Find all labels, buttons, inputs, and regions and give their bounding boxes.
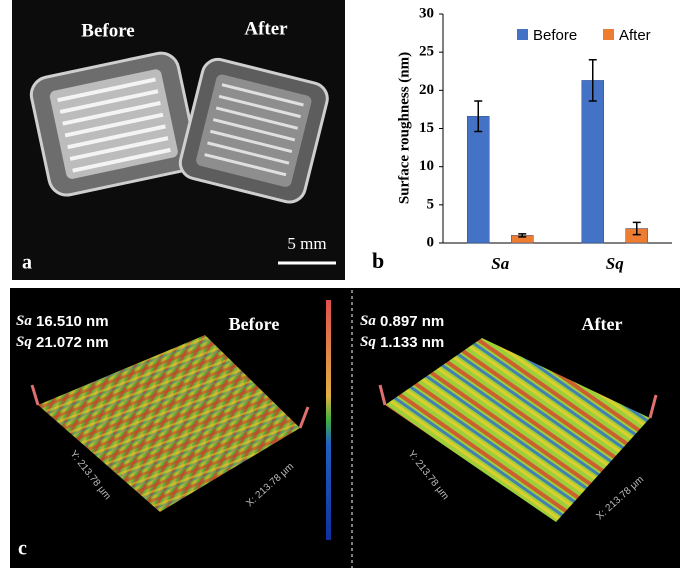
panel-label: a [22,252,32,274]
y-tick-label: 0 [427,234,435,250]
roughness-label: Sa 16.510 nm [16,313,109,330]
photo-panel: Before After 5 mm a [12,0,345,280]
metric-value: 1.133 nm [380,334,444,351]
y-tick-label: 15 [419,120,434,136]
figure: Before After 5 mm a b Surface roughness … [0,0,680,568]
panel-label: c [18,538,27,560]
metric-name: Sq [16,334,32,350]
roughness-label: Sq 1.133 nm [360,334,444,351]
metric-value: 0.897 nm [380,313,444,330]
legend-label: After [619,27,651,44]
metric-name: Sq [360,334,376,350]
legend-label: Before [533,27,577,44]
y-tick-label: 30 [419,5,434,21]
y-tick-label: 10 [419,158,434,174]
bar [467,116,489,243]
profile-title: After [582,314,623,334]
metric-name: Sa [360,313,376,329]
metric-name: Sa [16,313,32,329]
roughness-label: Sa 0.897 nm [360,313,444,330]
bar [582,80,604,243]
panel-label: b [372,248,384,273]
y-tick-label: 20 [419,82,434,98]
y-tick-label: 5 [427,196,435,212]
color-scale [326,300,331,540]
legend-swatch [603,29,614,40]
y-axis-title: Surface roughness (nm) [396,52,412,204]
profile-panel: Sa 16.510 nm Sq 21.072 nm Sa 0.897 nm Sq… [10,288,680,568]
roughness-label: Sq 21.072 nm [16,334,109,351]
legend-swatch [517,29,528,40]
metric-value: 21.072 nm [36,334,109,351]
metric-value: 16.510 nm [36,313,109,330]
photo-label: After [244,18,288,39]
x-tick-label: Sq [606,254,624,273]
scale-label: 5 mm [287,234,326,253]
profile-title: Before [229,314,280,334]
y-tick-label: 25 [419,44,434,60]
x-tick-label: Sa [491,254,509,273]
bar-chart: b Surface roughness (nm) 0 5 10 15 20 25 30 Sa S… [372,5,672,273]
photo-label: Before [81,20,134,41]
